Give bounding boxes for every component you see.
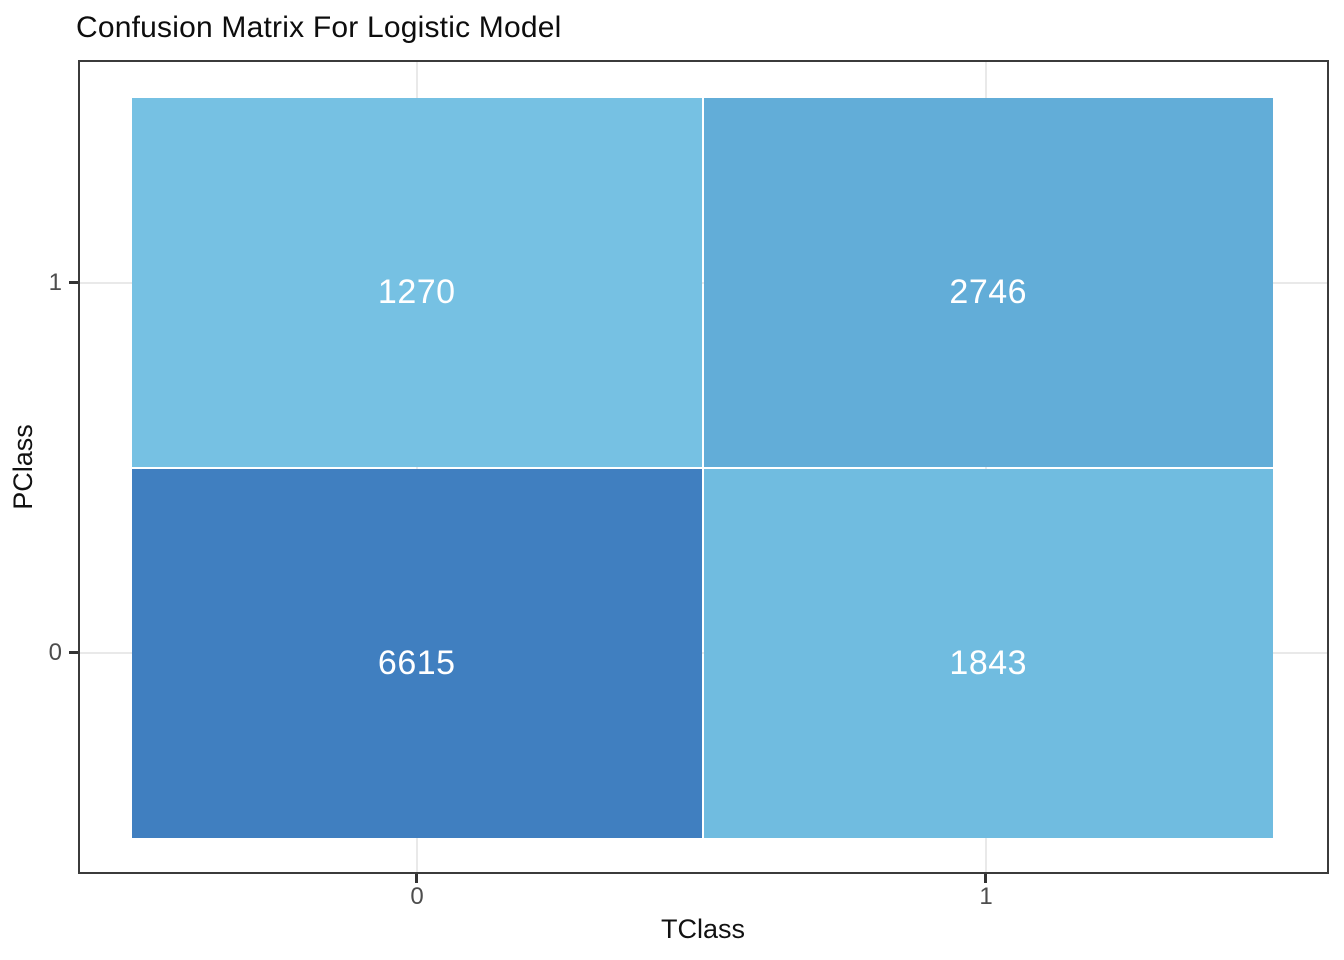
matrix-cell-t0-p0: 6615 [132, 469, 702, 838]
x-axis-title: TClass [660, 914, 745, 944]
cell-count-label: 2746 [949, 273, 1028, 311]
matrix-cell-t0-p1: 1270 [132, 98, 702, 467]
y-axis-tick-label-1: 1 [48, 269, 62, 296]
y-tick-mark-0 [69, 651, 78, 654]
x-axis-tick-label-1: 1 [979, 883, 993, 910]
matrix-tiles: 1270 2746 6615 1843 [132, 98, 1273, 838]
y-tick-mark-1 [69, 281, 78, 284]
plot-panel: 1270 2746 6615 1843 [78, 60, 1329, 874]
cell-count-label: 1270 [377, 273, 456, 311]
matrix-cell-t1-p0: 1843 [703, 469, 1273, 838]
y-axis-title: PClass [8, 424, 38, 510]
gridline-x0 [416, 62, 418, 872]
x-tick-mark-1 [984, 874, 987, 883]
cell-count-label: 1843 [949, 644, 1028, 682]
y-axis-tick-label-0: 0 [48, 639, 62, 666]
x-axis-tick-label-0: 0 [410, 883, 424, 910]
chart-title: Confusion Matrix For Logistic Model [76, 11, 562, 44]
x-tick-mark-0 [415, 874, 418, 883]
cell-count-label: 6615 [377, 644, 456, 682]
gridline-x1 [985, 62, 987, 872]
matrix-cell-t1-p1: 2746 [703, 98, 1273, 467]
